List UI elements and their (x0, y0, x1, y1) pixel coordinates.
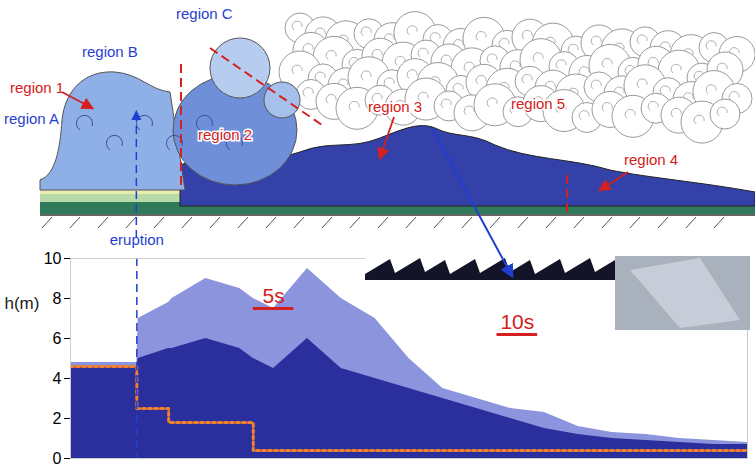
svg-text:region 5: region 5 (511, 95, 565, 112)
svg-text:region C: region C (176, 5, 233, 22)
svg-text:region 1: region 1 (10, 79, 64, 96)
svg-text:eruption: eruption (110, 231, 164, 248)
svg-text:region 2: region 2 (198, 126, 252, 143)
svg-text:8: 8 (53, 290, 62, 307)
svg-text:region B: region B (82, 43, 138, 60)
svg-text:0: 0 (53, 450, 62, 467)
svg-text:region A: region A (4, 110, 59, 127)
svg-text:region 3: region 3 (368, 98, 422, 115)
svg-text:4: 4 (53, 370, 62, 387)
svg-text:6: 6 (53, 330, 62, 347)
svg-text:2: 2 (53, 410, 62, 427)
svg-text:h(m): h(m) (5, 294, 40, 313)
svg-text:10s: 10s (500, 310, 534, 333)
svg-text:region 4: region 4 (624, 151, 678, 168)
svg-text:5s: 5s (263, 284, 285, 307)
svg-text:10: 10 (44, 250, 62, 267)
